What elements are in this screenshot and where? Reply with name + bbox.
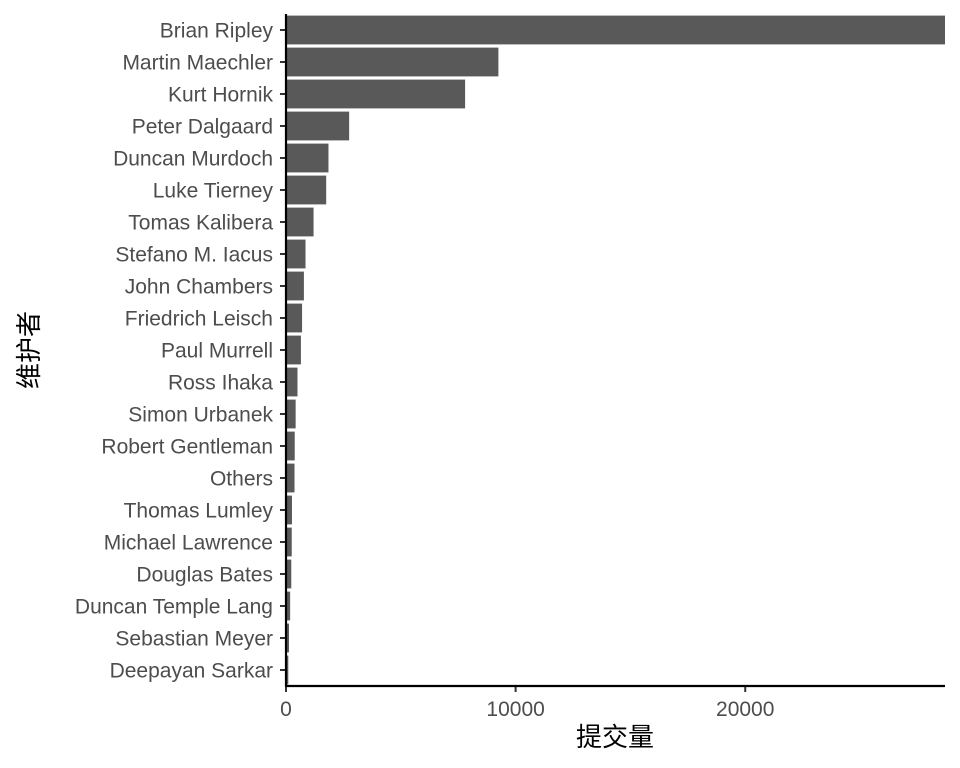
bar-kurt-hornik [286,79,466,109]
bar-duncan-murdoch [286,143,329,173]
y-tick-label-luke-tierney: Luke Tierney [153,180,274,203]
bar-thomas-lumley [286,495,292,525]
bar-duncan-temple-lang [286,591,291,621]
y-tick-label-michael-lawrence: Michael Lawrence [104,532,273,555]
bar-martin-maechler [286,47,499,77]
bar-ross-ihaka [286,367,298,397]
y-tick-label-stefano-m-iacus: Stefano M. Iacus [115,244,273,267]
bar-others [286,463,295,493]
y-tick-label-others: Others [210,468,273,491]
bars-group [286,15,945,685]
bar-michael-lawrence [286,527,292,557]
y-tick-label-duncan-murdoch: Duncan Murdoch [113,148,273,171]
bar-stefano-m-iacus [286,239,306,269]
x-tick-label-0: 0 [280,698,292,721]
y-tick-label-douglas-bates: Douglas Bates [136,564,273,587]
bar-friedrich-leisch [286,303,303,333]
y-tick-label-tomas-kalibera: Tomas Kalibera [128,212,273,235]
bar-douglas-bates [286,559,292,589]
y-tick-labels: Brian Ripley Martin Maechler Kurt Hornik Pe… [75,20,274,683]
y-tick-label-brian-ripley: Brian Ripley [160,20,274,43]
y-tick-label-sebastian-meyer: Sebastian Meyer [115,628,273,651]
x-tick-labels: 0 10000 20000 [280,698,774,721]
bar-luke-tierney [286,175,327,205]
bar-deepayan-sarkar [286,655,289,685]
y-axis-title: 维护者 [15,311,45,389]
bar-john-chambers [286,271,304,301]
bar-simon-urbanek [286,399,296,429]
y-tick-label-thomas-lumley: Thomas Lumley [124,500,274,523]
bar-sebastian-meyer [286,623,289,653]
y-tick-label-peter-dalgaard: Peter Dalgaard [132,116,273,139]
y-tick-label-paul-murrell: Paul Murrell [161,340,273,363]
bar-tomas-kalibera [286,207,314,237]
x-tick-label-20000: 20000 [716,698,774,721]
y-tick-label-john-chambers: John Chambers [125,276,273,299]
bar-robert-gentleman [286,431,295,461]
y-tick-label-ross-ihaka: Ross Ihaka [168,372,273,395]
y-tick-label-simon-urbanek: Simon Urbanek [128,404,273,427]
y-tick-label-kurt-hornik: Kurt Hornik [168,84,274,107]
y-tick-label-duncan-temple-lang: Duncan Temple Lang [75,596,273,619]
x-tick-label-10000: 10000 [486,698,544,721]
bar-peter-dalgaard [286,111,350,141]
bar-paul-murrell [286,335,301,365]
y-tick-label-robert-gentleman: Robert Gentleman [101,436,273,459]
y-tick-label-friedrich-leisch: Friedrich Leisch [125,308,273,331]
bar-brian-ripley [286,15,945,45]
y-tick-label-deepayan-sarkar: Deepayan Sarkar [110,660,273,683]
y-tick-label-martin-maechler: Martin Maechler [122,52,273,75]
x-axis-title: 提交量 [576,723,654,753]
